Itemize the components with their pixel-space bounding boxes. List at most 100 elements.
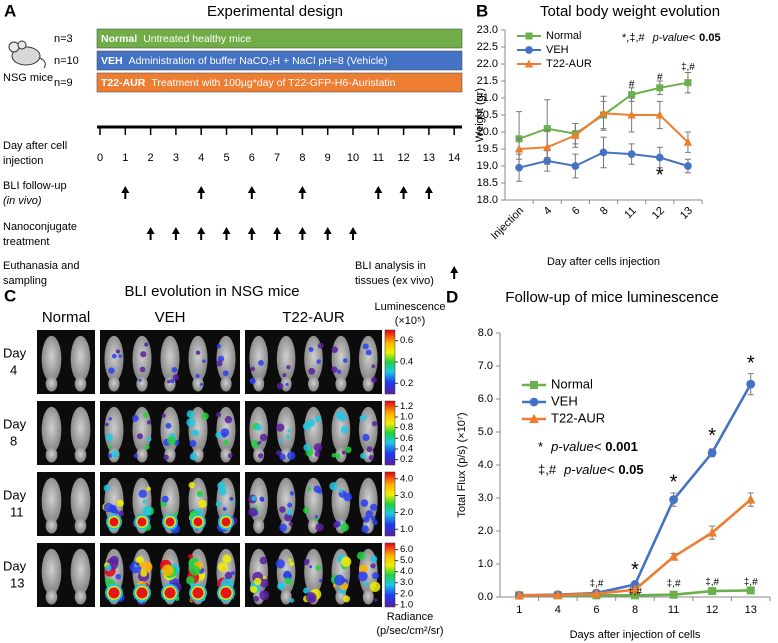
- significance-note: *,‡,# p-value< 0.05: [622, 32, 721, 44]
- mouse-head: [136, 376, 148, 392]
- annotation: ‡,#: [744, 577, 758, 588]
- day-label: 10: [347, 152, 359, 164]
- marker: [684, 162, 692, 170]
- signal-spot: [372, 519, 378, 526]
- color-scale: [384, 471, 396, 537]
- signal-spot: [284, 577, 292, 584]
- annotation: *: [747, 353, 755, 375]
- x-tick-label: 4: [542, 205, 555, 218]
- arrow: [374, 186, 383, 199]
- signal-spot: [165, 517, 175, 527]
- marker: [571, 130, 580, 139]
- chart-title: Total body weight evolution: [540, 3, 720, 20]
- y-tick-label: 6.0: [478, 393, 493, 405]
- signal-spot: [173, 511, 179, 516]
- mouse-body: [358, 406, 378, 453]
- x-tick-label: 11: [668, 604, 679, 616]
- row-label: Day: [3, 416, 27, 431]
- signal-spot: [143, 412, 149, 418]
- mouse-body: [304, 335, 323, 382]
- mouse-head: [45, 518, 58, 534]
- signal-spot: [342, 595, 351, 603]
- y-tick-label: 8.0: [478, 327, 493, 339]
- significance-threshold: 0.001: [605, 439, 638, 454]
- scale-tick-label: 1.2: [400, 401, 413, 412]
- signal-spot: [358, 564, 369, 574]
- signal-spot: [288, 558, 292, 562]
- signal-spot: [287, 451, 296, 460]
- signal-spot: [229, 496, 234, 501]
- mouse-head: [220, 447, 232, 463]
- mouse-head: [45, 376, 58, 392]
- signal-spot: [171, 366, 178, 373]
- y-tick-label: 7.0: [478, 360, 493, 372]
- signal-spot: [118, 354, 122, 358]
- mouse-head: [74, 589, 87, 605]
- marker: [543, 125, 551, 133]
- column-header: T22-AUR: [282, 309, 345, 326]
- marker: [628, 91, 636, 99]
- signal-spot: [289, 598, 295, 603]
- marker: [529, 397, 539, 407]
- signal-spot: [231, 571, 236, 576]
- signal-spot: [289, 491, 295, 496]
- signal-spot: [371, 377, 377, 383]
- signal-spot: [259, 578, 269, 588]
- signal-spot: [287, 502, 293, 508]
- row-label: treatment: [3, 236, 49, 248]
- signal-spot: [361, 525, 369, 533]
- signal-spot: [140, 351, 147, 358]
- day-label: 2: [148, 152, 154, 164]
- signal-spot: [222, 506, 227, 512]
- marker: [684, 79, 692, 87]
- mouse-body: [188, 335, 208, 382]
- row-label: Day: [3, 487, 27, 502]
- significance-symbol: *,‡,#: [622, 32, 646, 44]
- scale-tick-label: 0.6: [400, 335, 413, 346]
- scale-title: (×10⁵): [395, 315, 426, 327]
- arrow: [171, 227, 180, 240]
- panel-label: B: [476, 1, 488, 20]
- signal-spot: [186, 575, 195, 585]
- y-tick-label: 2.0: [478, 525, 493, 537]
- significance-text: p-value<: [563, 462, 615, 477]
- day-label: 6: [249, 152, 255, 164]
- group-n: n=10: [54, 55, 79, 67]
- group-n: n=3: [54, 33, 73, 45]
- signal-spot: [317, 488, 323, 494]
- scale-tick-label: 2.0: [400, 507, 413, 518]
- signal-spot: [303, 443, 311, 452]
- signal-spot: [224, 415, 233, 424]
- signal-spot: [286, 509, 293, 516]
- row-label: Euthanasia and: [3, 260, 79, 272]
- chart-title: Follow-up of mice luminescence: [505, 289, 718, 306]
- row-label: sampling: [3, 275, 47, 287]
- signal-spot: [193, 517, 203, 527]
- scale-tick-label: 3.0: [400, 577, 413, 588]
- timeline-label: injection: [3, 155, 43, 167]
- mouse-head: [253, 376, 265, 392]
- mouse-head: [280, 589, 292, 605]
- signal-spot: [146, 420, 152, 425]
- scale-tick-label: 4.0: [400, 566, 413, 577]
- marker: [669, 495, 678, 505]
- signal-spot: [144, 444, 150, 450]
- x-tick-label: 6: [570, 205, 583, 218]
- signal-spot: [339, 413, 347, 422]
- scale-tick-label: 1.0: [400, 524, 413, 535]
- signal-spot: [195, 350, 201, 355]
- signal-spot: [105, 422, 109, 427]
- signal-spot: [161, 564, 174, 577]
- day-label: 9: [325, 152, 331, 164]
- annotation: ‡,#: [667, 578, 681, 589]
- mouse-label: NSG mice: [3, 72, 53, 84]
- scale-footer: (p/sec/cm²/sr): [376, 625, 443, 637]
- signal-spot: [115, 349, 121, 354]
- signal-spot: [188, 481, 195, 489]
- signal-spot: [195, 374, 200, 379]
- signal-spot: [289, 582, 294, 586]
- scale-tick-label: 0.4: [400, 444, 413, 455]
- day-label: 11: [373, 152, 384, 164]
- signal-spot: [303, 587, 310, 594]
- marker: [708, 587, 717, 596]
